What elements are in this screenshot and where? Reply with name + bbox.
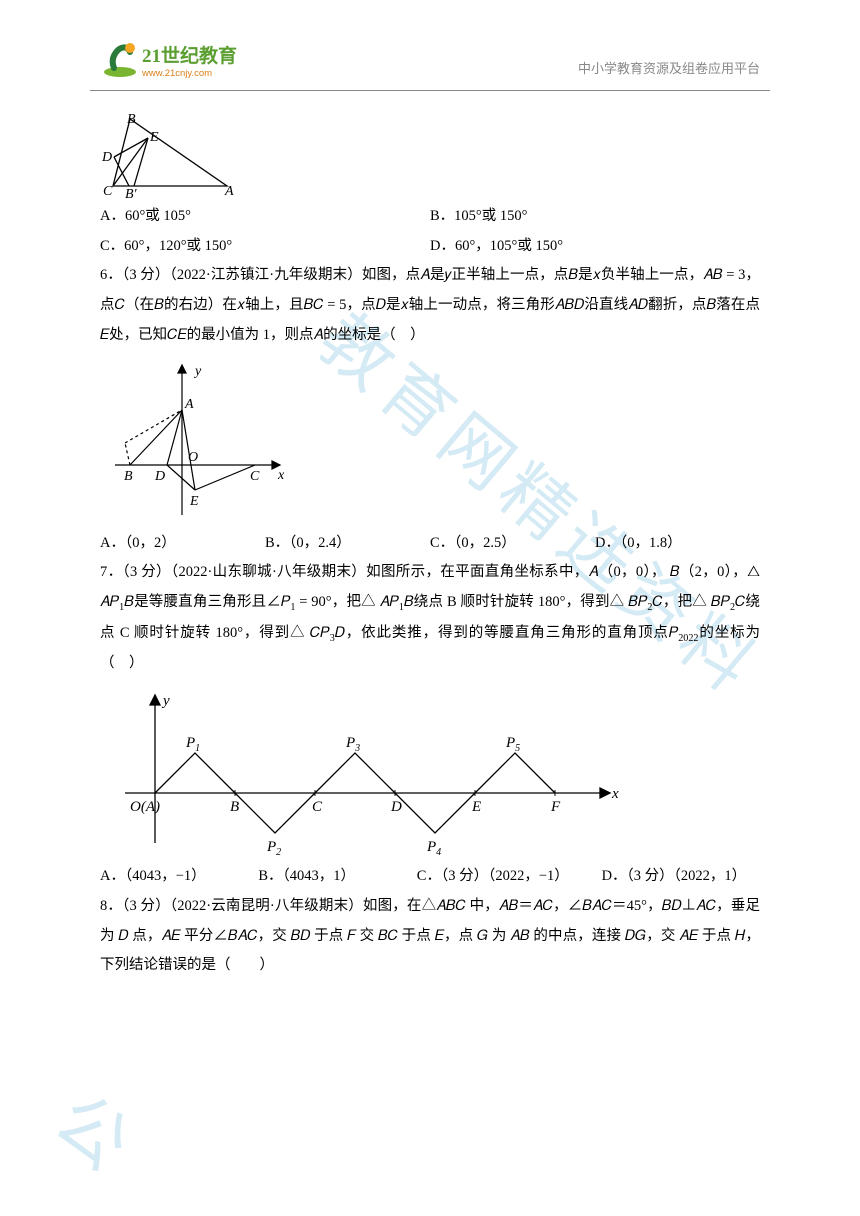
svg-text:P4: P4 xyxy=(426,839,441,858)
q6-options: A．（0，2） B．（0，2.4） C．（0，2.5） D．（0，1.8） xyxy=(100,529,760,559)
q7-t2d: 𝐵绕点 B 顺时针旋转 180°，得到△ 𝐵𝑃 xyxy=(404,594,647,610)
svg-text:D: D xyxy=(390,799,402,815)
svg-text:www.21cnjy.com: www.21cnjy.com xyxy=(141,68,212,79)
svg-text:y: y xyxy=(193,364,202,379)
q6-option-b: B．（0，2.4） xyxy=(265,529,430,559)
svg-text:E: E xyxy=(149,130,159,145)
svg-text:O(A): O(A) xyxy=(130,799,160,815)
header-right-text: 中小学教育资源及组卷应用平台 xyxy=(578,40,760,77)
svg-text:B: B xyxy=(127,113,136,127)
q7-option-c: C．（3 分）（2022，−1） xyxy=(417,862,602,892)
q7-option-b: B．（4043，1） xyxy=(258,862,416,892)
sub: 2022 xyxy=(678,633,698,644)
svg-text:E: E xyxy=(189,494,199,509)
figure-q5: B E D C B′ A xyxy=(100,113,760,198)
q7-t2b: 𝐵是等腰直角三角形且∠𝑃 xyxy=(124,594,290,610)
svg-text:D: D xyxy=(154,469,165,484)
q7-a00: 𝐴（0，0）， xyxy=(589,564,666,580)
q6-text: 6．（3 分）（2022·江苏镇江·九年级期末）如图，点𝐴是𝑦正半轴上一点，点𝐵… xyxy=(100,261,760,350)
q5-option-b: B．105°或 150° xyxy=(430,202,760,232)
svg-text:21世纪教育: 21世纪教育 xyxy=(142,44,237,67)
q6-option-c: C．（0，2.5） xyxy=(430,529,595,559)
svg-text:x: x xyxy=(277,468,285,483)
q5-options-row2: C．60°，120°或 150° D．60°，105°或 150° xyxy=(100,232,760,262)
q6-option-d: D．（0，1.8） xyxy=(595,529,760,559)
svg-text:F: F xyxy=(550,799,561,815)
svg-text:x: x xyxy=(611,786,619,802)
logo-area: 21世纪教育 www.21cnjy.com xyxy=(100,40,260,82)
q7-t2c: = 90°，把△ 𝐴𝑃 xyxy=(295,594,398,610)
q5-options-row1: A．60°或 105° B．105°或 150° xyxy=(100,202,760,232)
figure-q7: y x O(A) B C D E F P1 P2 P3 P4 P5 xyxy=(100,683,760,858)
svg-text:P1: P1 xyxy=(185,735,200,754)
svg-text:A: A xyxy=(224,184,234,198)
q7-t1: 7．（3 分）（2022·山东聊城·八年级期末）如图所示，在平面直角坐标系中， xyxy=(100,564,589,580)
page-content: B E D C B′ A A．60°或 105° B．105°或 150° C．… xyxy=(0,91,860,981)
q8-text: 8．（3 分）（2022·云南昆明·八年级期末）如图，在△𝐴𝐵𝐶 中，𝐴𝐵＝𝐴𝐶… xyxy=(100,892,760,981)
diagonal-watermark-2: 公 xyxy=(37,1067,162,1195)
svg-text:P2: P2 xyxy=(266,839,281,858)
q7-options: A．（4043，−1）B．（4043，1）C．（3 分）（2022，−1）D．（… xyxy=(100,862,760,892)
logo-icon: 21世纪教育 www.21cnjy.com xyxy=(100,40,260,82)
svg-text:P5: P5 xyxy=(505,735,520,754)
svg-text:O: O xyxy=(188,450,198,465)
svg-text:B′: B′ xyxy=(125,187,138,198)
figure-q6: y x A O B D C E xyxy=(100,355,760,525)
svg-text:B: B xyxy=(124,469,133,484)
q6-option-a: A．（0，2） xyxy=(100,529,265,559)
q7-text: 7．（3 分）（2022·山东聊城·八年级期末）如图所示，在平面直角坐标系中，𝐴… xyxy=(100,558,760,679)
svg-text:D: D xyxy=(101,150,112,165)
q7-option-a: A．（4043，−1） xyxy=(100,862,258,892)
q7-t2g: 𝐷，依此类推，得到的等腰直角三角形的直角顶点𝑃 xyxy=(335,625,678,641)
q5-option-d: D．60°，105°或 150° xyxy=(430,232,760,262)
q5-option-a: A．60°或 105° xyxy=(100,202,430,232)
q7-t2e: 𝐶，把△ 𝐵𝑃 xyxy=(652,594,730,610)
q5-option-c: C．60°，120°或 150° xyxy=(100,232,430,262)
svg-text:B: B xyxy=(230,799,239,815)
q7-option-d: D．（3 分）（2022，1） xyxy=(602,868,747,884)
svg-text:P3: P3 xyxy=(345,735,360,754)
page-header: 21世纪教育 www.21cnjy.com 中小学教育资源及组卷应用平台 xyxy=(90,0,770,91)
svg-text:C: C xyxy=(103,184,113,198)
svg-text:y: y xyxy=(161,693,170,709)
svg-text:A: A xyxy=(184,397,194,412)
svg-text:C: C xyxy=(312,799,323,815)
svg-text:C: C xyxy=(250,469,260,484)
svg-text:E: E xyxy=(471,799,481,815)
